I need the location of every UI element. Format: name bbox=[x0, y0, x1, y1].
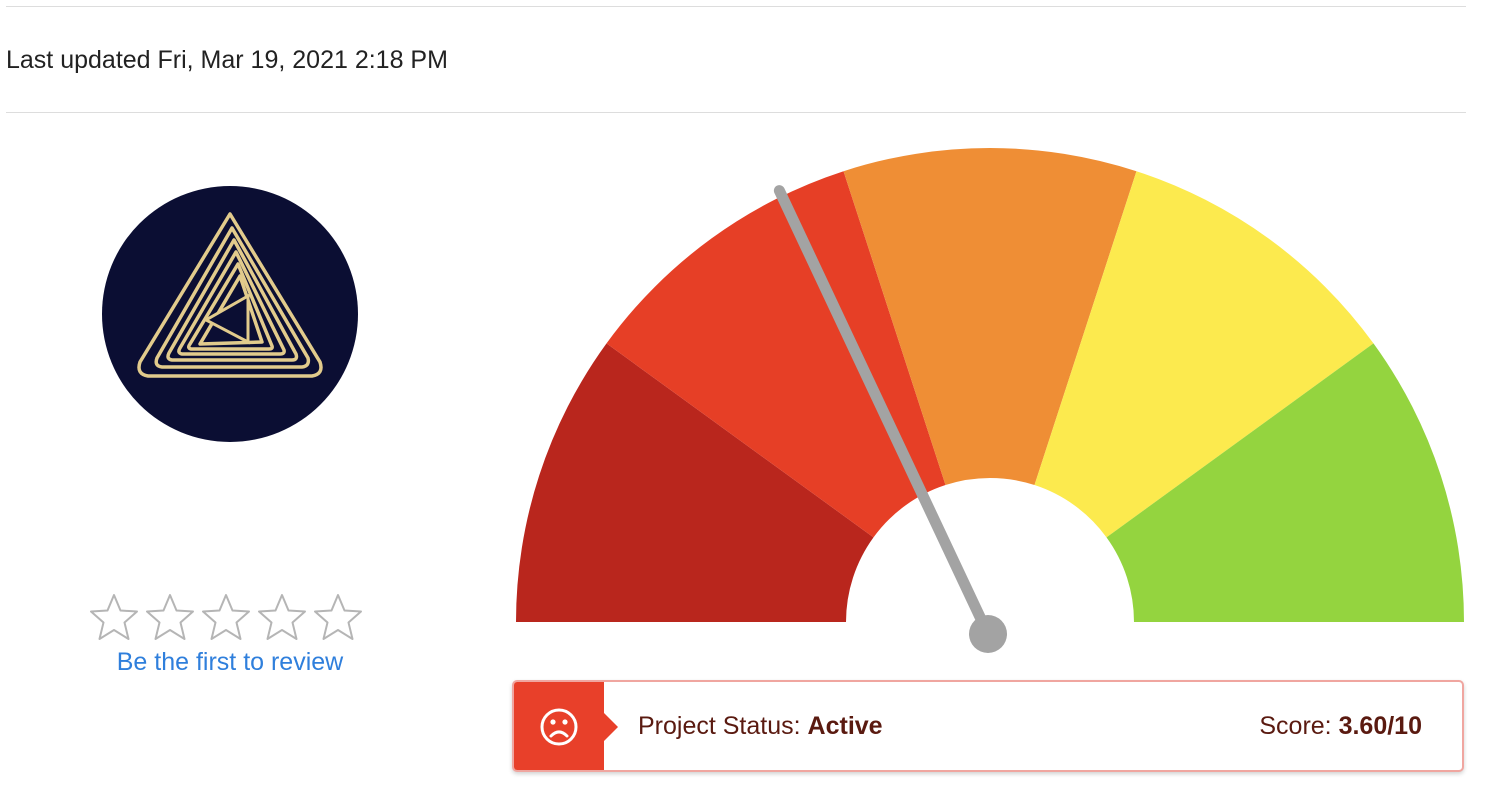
score-text: Score: 3.60/10 bbox=[1259, 710, 1422, 742]
star-outline-icon[interactable] bbox=[88, 592, 140, 644]
gauge-segment bbox=[1106, 343, 1464, 622]
last-updated-text: Last updated Fri, Mar 19, 2021 2:18 PM bbox=[6, 46, 448, 74]
star-outline-icon[interactable] bbox=[200, 592, 252, 644]
gauge-segment bbox=[1034, 171, 1374, 538]
project-status-label: Project Status: bbox=[638, 712, 808, 740]
score-label: Score: bbox=[1259, 712, 1339, 740]
score-gauge bbox=[512, 140, 1468, 670]
gauge-chart bbox=[516, 148, 1464, 653]
frown-face-icon bbox=[539, 707, 579, 747]
project-logo bbox=[102, 186, 358, 442]
gauge-segments bbox=[516, 148, 1464, 622]
gauge-segment bbox=[843, 148, 1137, 486]
project-status-value: Active bbox=[807, 712, 883, 740]
gauge-needle bbox=[773, 185, 994, 640]
project-status-bar: Project Status: Active Score: 3.60/10 bbox=[512, 680, 1464, 772]
gold-triangle-logo-icon bbox=[102, 186, 358, 442]
rating-stars[interactable] bbox=[88, 590, 364, 646]
star-outline-icon[interactable] bbox=[144, 592, 196, 644]
gauge-segment bbox=[606, 171, 946, 538]
score-value: 3.60/10 bbox=[1338, 712, 1422, 740]
first-review-link[interactable]: Be the first to review bbox=[116, 648, 344, 676]
section-divider bbox=[6, 112, 1466, 113]
gauge-needle-hub bbox=[969, 615, 1007, 653]
star-outline-icon[interactable] bbox=[312, 592, 364, 644]
gauge-segment bbox=[516, 343, 874, 622]
top-divider bbox=[6, 6, 1466, 7]
star-outline-icon[interactable] bbox=[256, 592, 308, 644]
project-status-text: Project Status: Active bbox=[638, 710, 883, 742]
status-icon-box bbox=[514, 682, 618, 770]
